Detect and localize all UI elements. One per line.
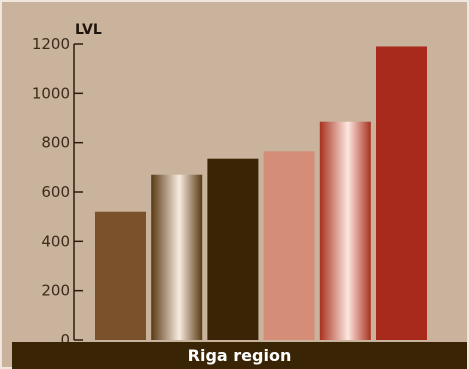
bar-3 — [207, 158, 259, 340]
y-tick-label: 0 — [60, 331, 70, 342]
bar-5 — [319, 121, 371, 340]
bar-6 — [376, 46, 427, 340]
bars-group — [95, 46, 427, 340]
bar-4 — [263, 151, 315, 340]
bar-1 — [95, 211, 146, 340]
x-axis-label: Riga region — [12, 342, 467, 369]
y-tick-label: 1000 — [32, 84, 70, 102]
bar-2 — [151, 174, 203, 340]
y-tick-label: 200 — [41, 282, 70, 300]
y-tick-label: 1200 — [32, 35, 70, 53]
y-axis: 0 200 400 600 800 1000 1200 — [32, 35, 83, 342]
bar-chart: 0 200 400 600 800 1000 1200 LVL — [32, 22, 427, 342]
x-axis-label-text: Riga region — [187, 346, 292, 365]
y-axis-label: LVL — [75, 22, 102, 38]
y-tick-label: 400 — [41, 232, 70, 250]
y-tick-label: 600 — [41, 183, 70, 201]
y-tick-label: 800 — [41, 134, 70, 152]
